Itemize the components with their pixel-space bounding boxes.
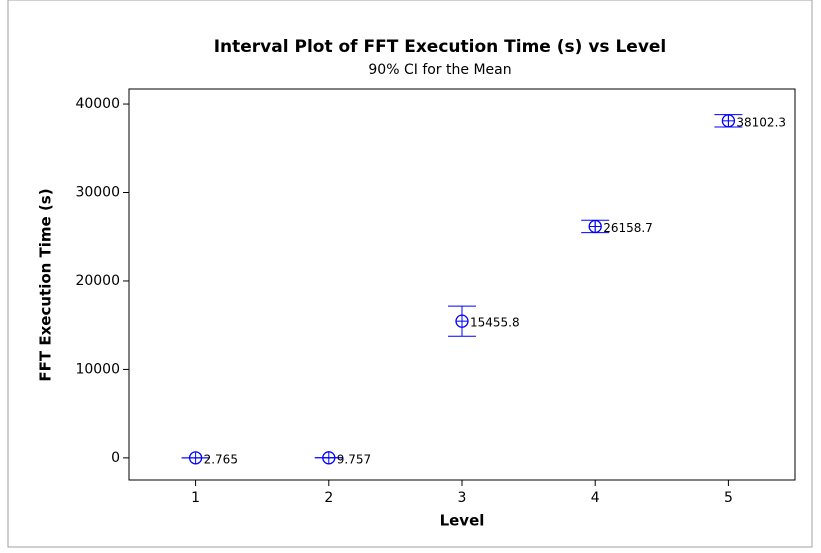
x-tick-label: 2 bbox=[324, 490, 333, 506]
data-label: 2.765 bbox=[204, 452, 238, 466]
chart-frame bbox=[7, 0, 813, 548]
chart-title: Interval Plot of FFT Execution Time (s) … bbox=[214, 37, 667, 57]
x-tick-label: 3 bbox=[458, 490, 467, 506]
chart-subtitle: 90% CI for the Mean bbox=[368, 62, 511, 78]
data-label: 26158.7 bbox=[603, 221, 653, 235]
y-axis-label: FFT Execution Time (s) bbox=[37, 188, 55, 381]
data-label: 9.757 bbox=[337, 452, 371, 466]
x-axis-label: Level bbox=[440, 512, 485, 530]
y-tick-label: 10000 bbox=[75, 361, 120, 377]
y-tick-label: 20000 bbox=[75, 273, 120, 289]
y-tick-label: 0 bbox=[111, 450, 120, 466]
x-tick-label: 5 bbox=[724, 490, 733, 506]
data-label: 15455.8 bbox=[470, 316, 520, 330]
x-tick-label: 4 bbox=[591, 490, 600, 506]
x-tick-label: 1 bbox=[191, 490, 200, 506]
data-label: 38102.3 bbox=[736, 115, 786, 129]
y-tick-label: 30000 bbox=[75, 185, 120, 201]
y-tick-label: 40000 bbox=[75, 96, 120, 112]
